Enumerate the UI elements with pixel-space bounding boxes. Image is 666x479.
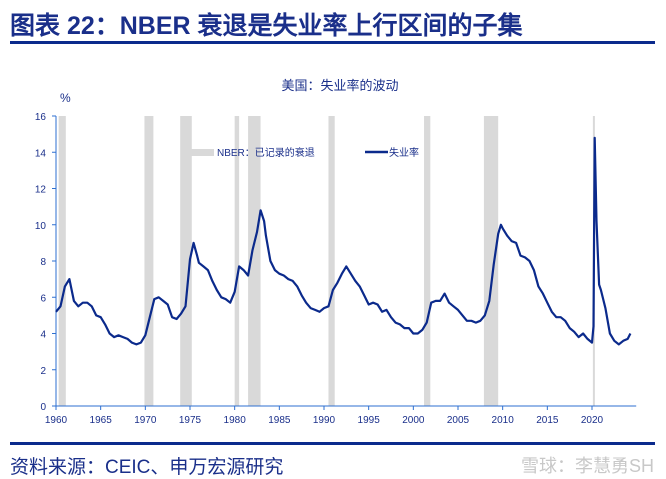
y-axis-label: % bbox=[60, 91, 71, 105]
legend: NBER：已记录的衰退 失业率 bbox=[190, 146, 419, 159]
x-tick-label: 1965 bbox=[90, 415, 113, 426]
y-tick-label: 12 bbox=[35, 185, 47, 196]
recession-band bbox=[328, 116, 335, 406]
series-line-unemployment bbox=[55, 136, 632, 346]
recession-band bbox=[180, 116, 192, 406]
x-tick-label: 2015 bbox=[536, 415, 559, 426]
y-tick-label: 14 bbox=[35, 148, 47, 159]
x-tick-label: 2000 bbox=[402, 415, 425, 426]
y-tick-label: 6 bbox=[40, 293, 46, 304]
x-tick-label: 1960 bbox=[45, 415, 68, 426]
recession-band bbox=[144, 116, 154, 406]
y-tick-label: 16 bbox=[35, 112, 47, 123]
x-tick-label: 1980 bbox=[224, 415, 247, 426]
x-tick-label: 2010 bbox=[492, 415, 515, 426]
watermark: 雪球：李慧勇SH bbox=[520, 456, 654, 476]
source-note: 资料来源：CEIC、申万宏源研究 bbox=[10, 457, 284, 478]
x-tick-label: 1985 bbox=[268, 415, 291, 426]
x-tick-label: 1995 bbox=[358, 415, 381, 426]
y-tick-label: 10 bbox=[35, 221, 47, 232]
x-tick-label: 1975 bbox=[179, 415, 202, 426]
x-tick-label: 2005 bbox=[447, 415, 470, 426]
y-tick-label: 2 bbox=[40, 366, 46, 377]
footer-divider bbox=[10, 442, 655, 445]
recession-band bbox=[58, 116, 66, 406]
legend-recession-label: NBER：已记录的衰退 bbox=[217, 146, 315, 159]
legend-recession-swatch bbox=[190, 149, 214, 156]
recession-band bbox=[424, 116, 431, 406]
chart-title: 美国：失业率的波动 bbox=[281, 78, 398, 93]
page-title: 图表 22：NBER 衰退是失业率上行区间的子集 bbox=[10, 12, 523, 40]
legend-series-label: 失业率 bbox=[389, 146, 419, 159]
x-tick-label: 1970 bbox=[134, 415, 157, 426]
recession-band bbox=[248, 116, 261, 406]
recession-band bbox=[483, 116, 499, 406]
x-tick-label: 2020 bbox=[581, 415, 604, 426]
y-tick-label: 4 bbox=[40, 330, 46, 341]
y-tick-label: 8 bbox=[40, 257, 46, 268]
y-tick-label: 0 bbox=[40, 402, 46, 413]
title-divider bbox=[10, 41, 655, 44]
recession-band bbox=[234, 116, 240, 406]
x-tick-label: 1990 bbox=[313, 415, 336, 426]
